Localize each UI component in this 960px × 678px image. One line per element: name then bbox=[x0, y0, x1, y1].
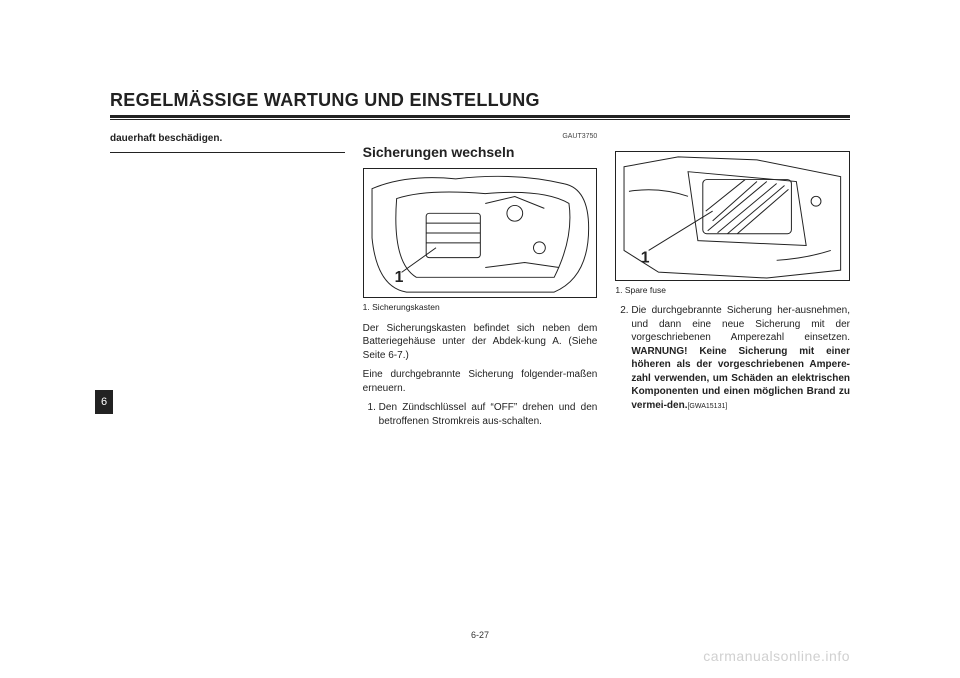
caption-num: 1. bbox=[363, 302, 370, 312]
sparefuse-illustration: 1 bbox=[616, 152, 849, 280]
fusebox-illustration: 1 bbox=[364, 169, 597, 297]
figure-sparefuse: 1 bbox=[615, 151, 850, 281]
svg-text:1: 1 bbox=[641, 249, 650, 266]
figure-caption: 1. Sicherungskasten bbox=[363, 302, 598, 313]
step-list: Den Zündschlüssel auf “OFF” drehen und d… bbox=[363, 401, 598, 428]
continuation-text: dauerhaft beschädigen. bbox=[110, 132, 345, 146]
paragraph: Eine durchgebrannte Sicherung folgender-… bbox=[363, 368, 598, 395]
warning-tag: [GWA15131] bbox=[687, 403, 727, 410]
step-1: Den Zündschlüssel auf “OFF” drehen und d… bbox=[379, 401, 598, 428]
column-3: 1 1. Spare fuse Die durchgebrannte Siche… bbox=[615, 132, 850, 432]
step-list: Die durchgebrannte Sicherung her-ausnehm… bbox=[615, 304, 850, 412]
page: REGELMÄSSIGE WARTUNG UND EINSTELLUNG dau… bbox=[0, 0, 960, 678]
page-title: REGELMÄSSIGE WARTUNG UND EINSTELLUNG bbox=[110, 90, 850, 111]
divider bbox=[110, 152, 345, 153]
caption-text: Sicherungskasten bbox=[372, 302, 440, 312]
column-2: GAUT3750 Sicherungen wechseln bbox=[363, 132, 598, 432]
caption-num: 1. bbox=[615, 285, 622, 295]
divider-thick bbox=[110, 115, 850, 118]
content-columns: dauerhaft beschädigen. GAUT3750 Sicherun… bbox=[110, 132, 850, 432]
page-number: 6-27 bbox=[0, 630, 960, 640]
watermark: carmanualsonline.info bbox=[703, 648, 850, 664]
warning-label: WARNUNG! bbox=[631, 346, 699, 357]
divider-thin bbox=[110, 119, 850, 120]
chapter-tab: 6 bbox=[95, 390, 113, 414]
column-1: dauerhaft beschädigen. bbox=[110, 132, 345, 432]
reference-code: GAUT3750 bbox=[363, 132, 598, 141]
figure-fusebox: 1 bbox=[363, 168, 598, 298]
section-title: Sicherungen wechseln bbox=[363, 143, 598, 162]
figure-caption: 1. Spare fuse bbox=[615, 285, 850, 296]
svg-text:1: 1 bbox=[394, 270, 403, 287]
caption-text: Spare fuse bbox=[625, 285, 666, 295]
step-2-lead: Die durchgebrannte Sicherung her-ausnehm… bbox=[631, 305, 850, 343]
paragraph: Der Sicherungskasten befindet sich neben… bbox=[363, 322, 598, 363]
step-2: Die durchgebrannte Sicherung her-ausnehm… bbox=[631, 304, 850, 412]
